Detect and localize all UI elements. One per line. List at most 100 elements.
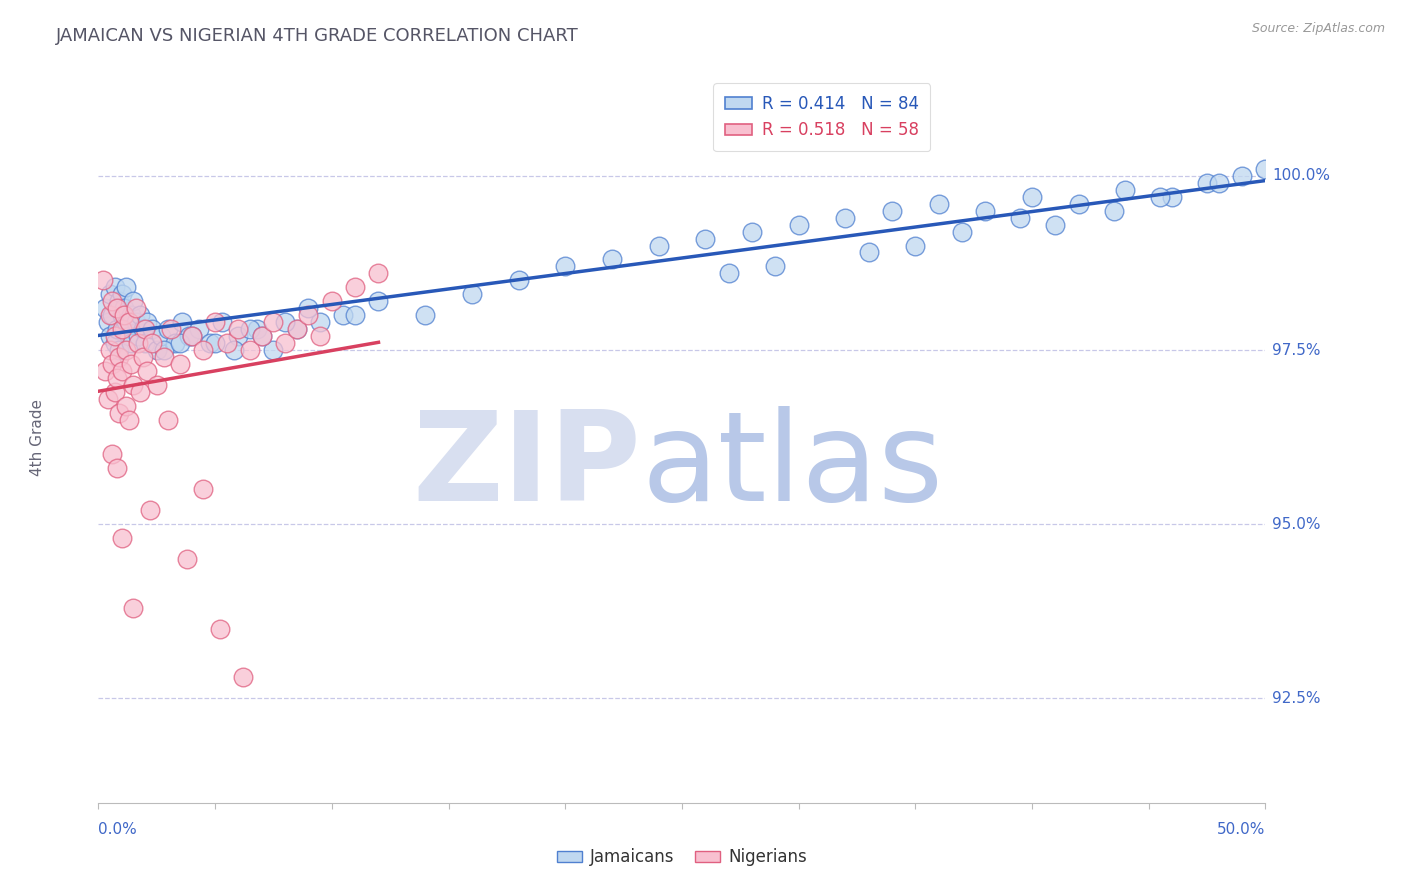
Point xyxy=(111,308,134,322)
Point xyxy=(321,294,343,309)
Point xyxy=(98,287,121,301)
Point xyxy=(98,343,121,357)
Text: 97.5%: 97.5% xyxy=(1272,343,1320,358)
Point xyxy=(176,552,198,566)
Point xyxy=(101,294,124,309)
Point xyxy=(211,315,233,329)
Point xyxy=(187,322,209,336)
Point xyxy=(105,301,128,316)
Point xyxy=(285,322,308,336)
Point xyxy=(98,329,121,343)
Point xyxy=(91,273,114,287)
Point xyxy=(125,301,148,316)
Point xyxy=(157,322,180,336)
Point xyxy=(741,225,763,239)
Point xyxy=(152,343,174,357)
Point xyxy=(104,384,127,399)
Point xyxy=(208,622,231,636)
Point xyxy=(246,322,269,336)
Point xyxy=(193,483,215,497)
Point xyxy=(204,336,226,351)
Point xyxy=(141,336,163,351)
Text: 0.0%: 0.0% xyxy=(98,822,138,838)
Point xyxy=(950,225,973,239)
Point xyxy=(228,322,250,336)
Point xyxy=(101,357,124,371)
Point xyxy=(101,448,124,462)
Point xyxy=(262,343,284,357)
Point xyxy=(120,308,142,322)
Point xyxy=(97,315,120,329)
Point xyxy=(115,399,138,413)
Point xyxy=(332,308,354,322)
Point xyxy=(904,238,927,252)
Point xyxy=(169,336,191,351)
Point xyxy=(157,412,180,426)
Point xyxy=(928,196,950,211)
Point xyxy=(115,315,138,329)
Point xyxy=(165,336,187,351)
Point xyxy=(695,231,717,245)
Point xyxy=(228,329,250,343)
Point xyxy=(111,322,134,336)
Point xyxy=(129,308,152,322)
Point xyxy=(180,329,202,343)
Point xyxy=(297,301,319,316)
Point xyxy=(108,406,131,420)
Point xyxy=(262,315,284,329)
Text: 92.5%: 92.5% xyxy=(1272,690,1320,706)
Point xyxy=(274,315,297,329)
Point xyxy=(169,357,191,371)
Point xyxy=(647,238,669,252)
Point xyxy=(239,343,262,357)
Point xyxy=(94,364,117,378)
Point xyxy=(112,308,135,322)
Point xyxy=(763,260,786,274)
Point xyxy=(250,329,273,343)
Point xyxy=(461,287,484,301)
Point xyxy=(1067,196,1090,211)
Point xyxy=(193,343,215,357)
Point xyxy=(150,329,173,343)
Text: 50.0%: 50.0% xyxy=(1218,822,1265,838)
Point xyxy=(1230,169,1253,183)
Point xyxy=(139,503,162,517)
Point xyxy=(1149,190,1171,204)
Point xyxy=(200,336,222,351)
Point xyxy=(1114,183,1136,197)
Point xyxy=(115,343,138,357)
Point xyxy=(111,287,134,301)
Point xyxy=(309,329,332,343)
Point xyxy=(115,280,138,294)
Point xyxy=(600,252,623,267)
Point xyxy=(97,392,120,406)
Point xyxy=(108,294,131,309)
Point xyxy=(858,245,880,260)
Point xyxy=(134,322,156,336)
Text: Source: ZipAtlas.com: Source: ZipAtlas.com xyxy=(1251,22,1385,36)
Point xyxy=(111,531,134,545)
Point xyxy=(1045,218,1067,232)
Point xyxy=(717,266,740,280)
Text: 95.0%: 95.0% xyxy=(1272,516,1320,532)
Point xyxy=(1010,211,1032,225)
Point xyxy=(344,280,367,294)
Point xyxy=(179,329,201,343)
Point xyxy=(122,294,145,309)
Point xyxy=(787,218,810,232)
Point xyxy=(122,377,145,392)
Point xyxy=(118,412,141,426)
Point xyxy=(118,329,141,343)
Text: JAMAICAN VS NIGERIAN 4TH GRADE CORRELATION CHART: JAMAICAN VS NIGERIAN 4TH GRADE CORRELATI… xyxy=(56,27,579,45)
Point xyxy=(104,280,127,294)
Point xyxy=(129,384,152,399)
Text: atlas: atlas xyxy=(641,406,943,527)
Point xyxy=(1102,203,1125,218)
Point xyxy=(309,315,332,329)
Point xyxy=(1195,176,1218,190)
Point xyxy=(112,322,135,336)
Point xyxy=(834,211,856,225)
Point xyxy=(974,203,997,218)
Point xyxy=(94,301,117,316)
Point xyxy=(101,308,124,322)
